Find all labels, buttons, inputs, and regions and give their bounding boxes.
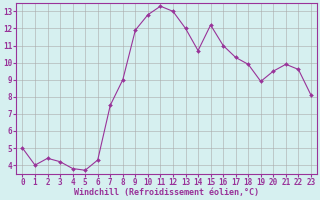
X-axis label: Windchill (Refroidissement éolien,°C): Windchill (Refroidissement éolien,°C) (74, 188, 259, 197)
